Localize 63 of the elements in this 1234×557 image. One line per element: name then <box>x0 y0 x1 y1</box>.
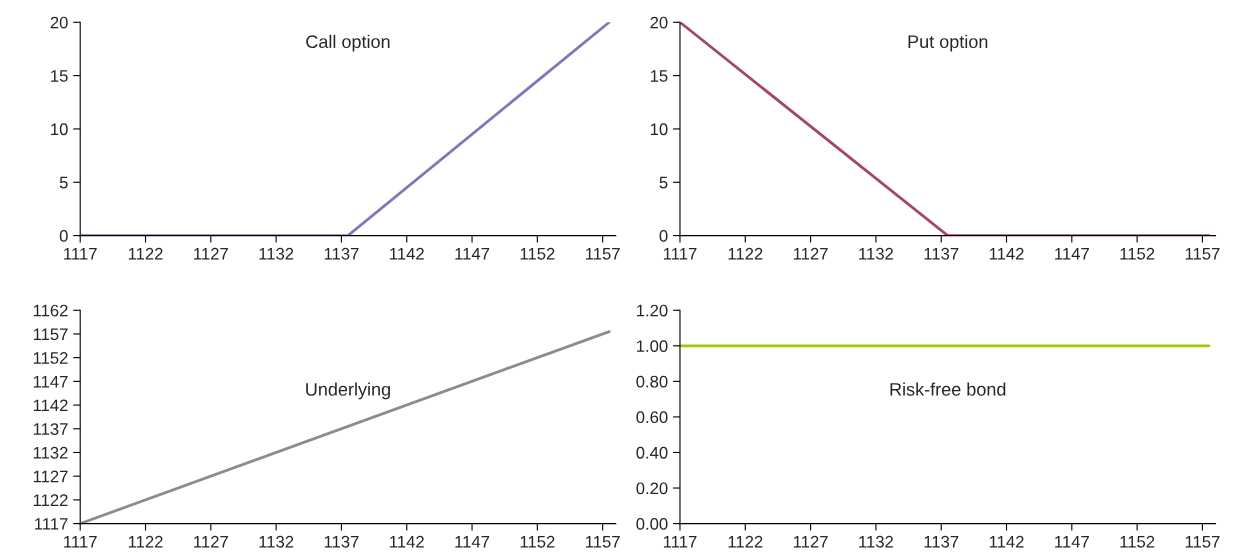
x-tick-label: 1152 <box>1120 535 1155 548</box>
x-tick-label: 1127 <box>194 535 228 548</box>
x-tick-label: 1122 <box>128 535 163 548</box>
x-tick-label: 1127 <box>194 247 228 260</box>
y-tick-label: 0 <box>59 230 68 242</box>
y-tick-label: 0 <box>659 230 668 242</box>
x-tick-label: 1137 <box>324 247 359 260</box>
y-tick-label: 5 <box>659 176 668 189</box>
x-tick-label: 1137 <box>924 535 959 548</box>
y-tick-label: 10 <box>650 123 668 136</box>
x-tick-label: 1137 <box>324 535 359 548</box>
y-tick-label: 0.00 <box>636 517 668 530</box>
x-tick-label: 1132 <box>859 535 893 548</box>
x-tick-label: 1157 <box>586 248 620 260</box>
x-tick-label: 1137 <box>924 247 959 260</box>
text: Risk-free bond <box>890 382 1006 396</box>
y-tick-label: 1127 <box>33 470 68 483</box>
x-tick-label: 1132 <box>259 535 294 548</box>
y-tick-label: 0.40 <box>636 446 668 459</box>
x-tick-label: 1157 <box>1185 536 1220 548</box>
x-tick-label: 1142 <box>390 247 424 260</box>
x-tick-label: 1122 <box>728 535 763 548</box>
y-tick-label: 20 <box>650 16 668 29</box>
y-tick-label: 1152 <box>33 352 68 364</box>
x-tick-label: 1157 <box>1185 248 1220 260</box>
x-tick-label: 1152 <box>1120 247 1155 260</box>
x-tick-label: 1152 <box>520 247 555 260</box>
x-tick-label: 1142 <box>989 247 1024 260</box>
x-tick-label: 1147 <box>1055 536 1089 548</box>
y-tick-label: 15 <box>650 70 668 82</box>
x-tick-label: 1122 <box>728 247 763 260</box>
y-tick-label: 1.00 <box>637 340 668 353</box>
x-tick-label: 1147 <box>455 536 490 548</box>
x-tick-label: 1142 <box>390 535 424 548</box>
text: Underlying <box>306 382 390 400</box>
x-tick-label: 1132 <box>259 247 294 260</box>
y-tick-label: 1117 <box>35 518 68 530</box>
x-tick-label: 1147 <box>455 248 490 260</box>
y-tick-label: 10 <box>51 123 68 136</box>
y-tick-label: 1122 <box>33 494 68 506</box>
x-tick-label: 1157 <box>586 536 620 548</box>
y-tick-label: 20 <box>50 16 68 29</box>
x-tick-label: 1142 <box>989 535 1024 548</box>
y-tick-label: 1132 <box>33 446 68 459</box>
y-tick-label: 1157 <box>33 328 68 341</box>
text: Call option <box>306 34 390 52</box>
text: Put option <box>908 34 988 52</box>
y-tick-label: 1137 <box>33 423 68 435</box>
x-tick-label: 1127 <box>793 535 828 548</box>
x-tick-label: 1147 <box>1055 248 1089 260</box>
y-tick-label: 0.60 <box>636 411 668 424</box>
y-tick-label: 1142 <box>33 399 68 412</box>
y-tick-label: 1.20 <box>637 304 668 317</box>
y-tick-label: 0.20 <box>636 482 668 495</box>
y-tick-label: 1147 <box>33 375 68 388</box>
y-tick-label: 1162 <box>33 304 68 317</box>
y-tick-label: 0.80 <box>636 375 668 388</box>
y-tick-label: 15 <box>51 70 68 82</box>
y-tick-label: 5 <box>59 176 68 189</box>
x-tick-label: 1127 <box>793 247 828 260</box>
x-tick-label: 1132 <box>859 247 893 260</box>
x-tick-label: 1122 <box>128 247 163 260</box>
x-tick-label: 1152 <box>520 535 555 548</box>
